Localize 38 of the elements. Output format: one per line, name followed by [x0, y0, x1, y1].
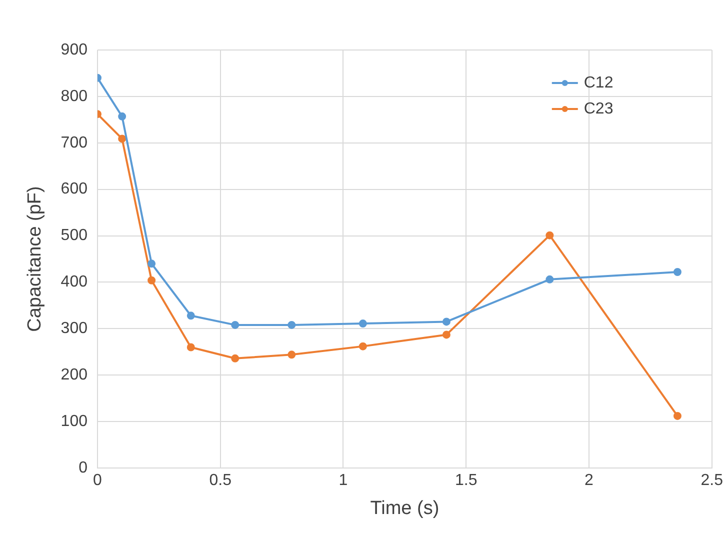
point [546, 275, 554, 284]
point [673, 268, 682, 276]
x-tick-label: 2 [584, 472, 594, 490]
x-tick-label: 0 [93, 472, 102, 490]
y-tick-label: 700 [60, 134, 88, 152]
x-tick-label: 1.5 [455, 472, 478, 490]
point [118, 134, 126, 143]
legend-label: C12 [584, 74, 614, 92]
point [442, 318, 450, 326]
point [186, 312, 195, 320]
point [231, 320, 240, 329]
point [673, 412, 682, 420]
y-tick-label: 0 [78, 459, 88, 476]
point [358, 320, 367, 328]
point [358, 342, 367, 350]
point [231, 354, 240, 362]
x-tick-label: 2.5 [700, 472, 724, 490]
point [442, 330, 450, 339]
point [288, 350, 296, 359]
y-tick-label: 300 [60, 320, 88, 338]
legend-label: C23 [584, 100, 614, 118]
x-tick-label: 0.5 [209, 472, 232, 490]
point [186, 343, 195, 352]
y-tick-label: 100 [60, 412, 88, 430]
y-tick-label: 600 [60, 180, 88, 198]
point [118, 112, 126, 120]
point [148, 260, 156, 268]
point [288, 320, 296, 329]
y-tick-label: 500 [60, 227, 88, 244]
x-tick-label: 1 [338, 472, 348, 490]
y-tick-label: 200 [60, 366, 88, 384]
y-axis-title: Capacitance (pF) [24, 186, 46, 332]
y-tick-label: 900 [60, 41, 88, 58]
x-axis-title: Time (s) [370, 498, 440, 519]
y-tick-label: 800 [60, 88, 88, 105]
point [148, 276, 156, 284]
point [546, 231, 554, 240]
y-tick-label: 400 [60, 274, 88, 291]
